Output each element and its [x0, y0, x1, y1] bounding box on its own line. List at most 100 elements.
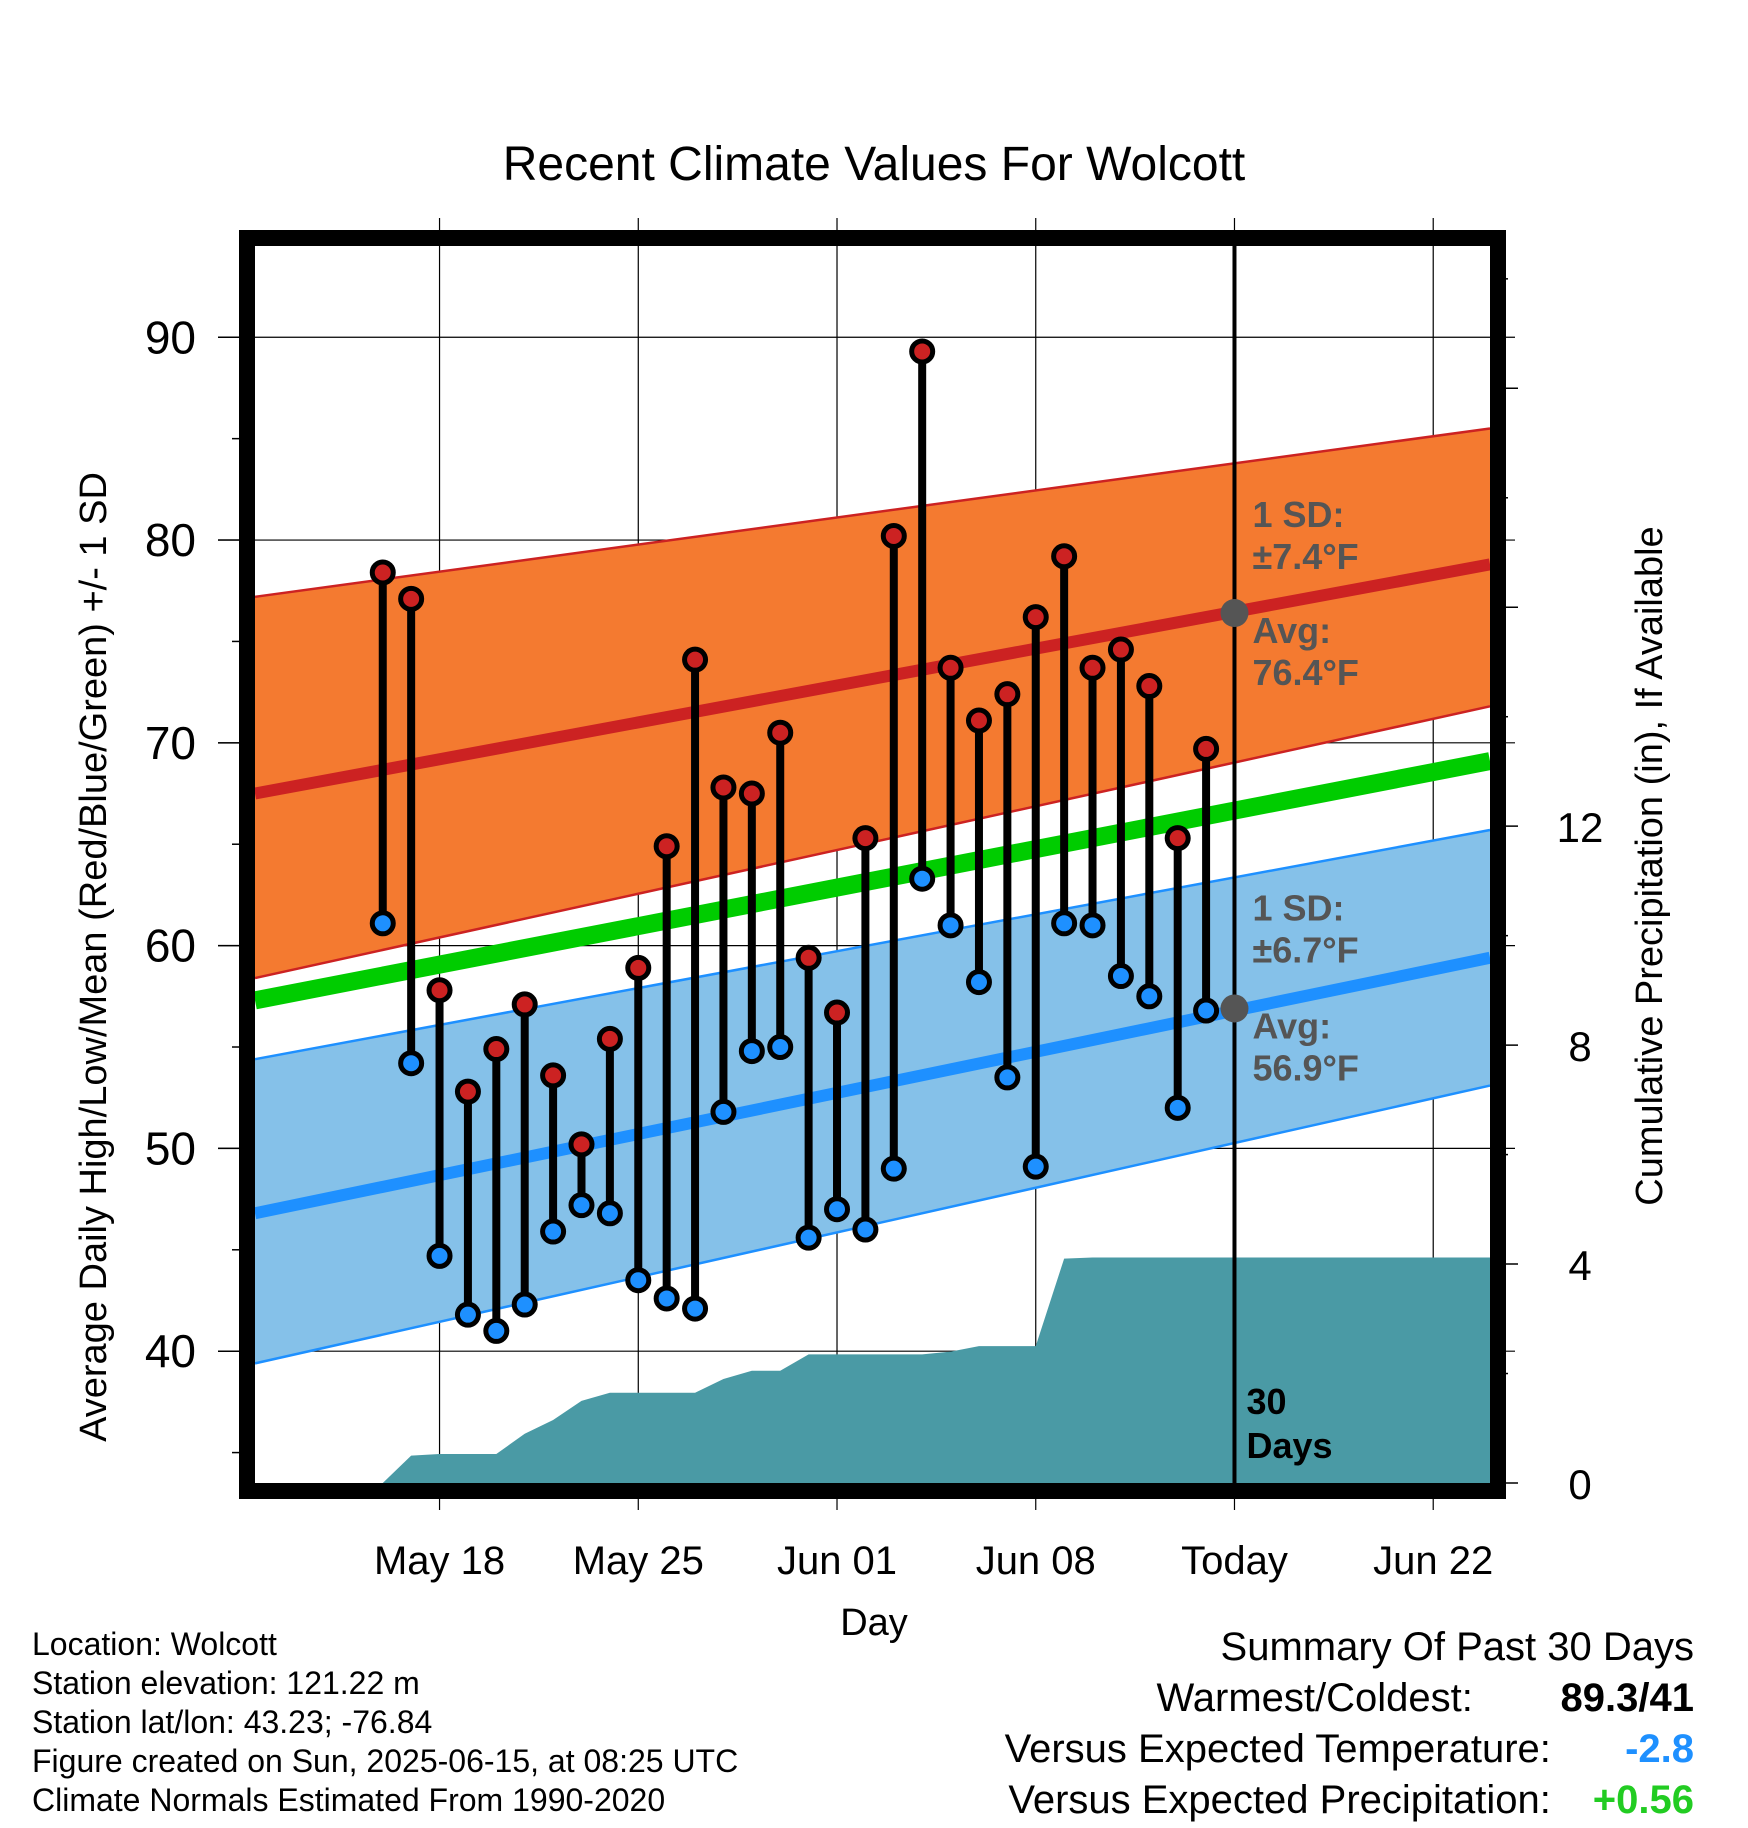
low-point	[1193, 997, 1220, 1024]
daily-points	[369, 338, 1220, 1344]
high-point	[767, 719, 794, 746]
y-tick-label: 80	[145, 514, 196, 566]
precipitation-area	[382, 1257, 1491, 1483]
period-number: 30	[1246, 1381, 1286, 1422]
daily-stems	[378, 351, 1211, 1331]
low-point	[511, 1291, 538, 1318]
plot-border	[239, 230, 1506, 1499]
y-tick-label: 50	[145, 1122, 196, 1174]
y2-tick-label: 0	[1568, 1461, 1591, 1508]
low-point	[710, 1098, 737, 1125]
low-point	[1079, 912, 1106, 939]
summary-precip-row: Versus Expected Precipitation: +0.56	[1005, 1775, 1694, 1826]
low-band-upper-edge	[254, 828, 1491, 1061]
low-point	[1164, 1094, 1191, 1121]
low-point	[568, 1192, 595, 1219]
high-point	[852, 825, 879, 852]
low-point	[369, 910, 396, 937]
low-point	[824, 1196, 851, 1223]
high-point	[1164, 825, 1191, 852]
low-avg-value: 56.9°F	[1252, 1047, 1358, 1088]
low-avg-label: Avg:	[1252, 1005, 1331, 1046]
info-location: Location: Wolcott	[32, 1626, 277, 1662]
low-sd-label: 1 SD:	[1252, 887, 1344, 928]
low-point	[540, 1218, 567, 1245]
mean-normal-line	[253, 752, 1492, 1010]
high-point	[710, 774, 737, 801]
low-sd-value: ±6.7°F	[1252, 929, 1358, 970]
summary-temp-label: Versus Expected Temperature:	[1004, 1727, 1551, 1771]
x-tick-label: Jun 22	[1373, 1539, 1493, 1583]
summary-title: Summary Of Past 30 Days	[1220, 1625, 1694, 1669]
today-low-avg-dot	[1220, 994, 1249, 1023]
low-point	[909, 865, 936, 892]
high-band-upper-edge	[254, 427, 1491, 599]
low-point	[483, 1317, 510, 1344]
info-latlon: Station lat/lon: 43.23; -76.84	[32, 1704, 433, 1740]
high-point	[824, 999, 851, 1026]
y2-tick-label: 4	[1568, 1242, 1591, 1289]
high-point	[682, 646, 709, 673]
high-point	[1107, 636, 1134, 663]
period-unit: Days	[1246, 1425, 1332, 1466]
high-point	[909, 338, 936, 365]
plot-frame	[239, 230, 1506, 1499]
high-sd-band	[255, 428, 1490, 979]
high-point	[369, 559, 396, 586]
high-point	[738, 780, 765, 807]
high-point	[596, 1025, 623, 1052]
y2-tick-label: 12	[1557, 804, 1604, 851]
high-point	[1022, 604, 1049, 631]
high-point	[540, 1062, 567, 1089]
y-tick-label: 40	[145, 1325, 196, 1377]
x-axis-label: Day	[840, 1602, 908, 1644]
low-point	[454, 1301, 481, 1328]
precip-area	[382, 1257, 1491, 1483]
x-tick-label: Jun 01	[777, 1539, 897, 1583]
summary-precip-value: +0.56	[1592, 1778, 1694, 1822]
y-axis-label: Average Daily High/Low/Mean (Red/Blue/Gr…	[73, 472, 115, 1442]
summary-precip-label: Versus Expected Precipitation:	[1008, 1778, 1551, 1822]
high-point	[568, 1131, 595, 1158]
high-sd-label: 1 SD:	[1252, 494, 1344, 535]
y-tick-label: 90	[145, 311, 196, 363]
high-point	[483, 1036, 510, 1063]
station-info: Location: Wolcott Station elevation: 121…	[32, 1625, 738, 1820]
low-point	[738, 1038, 765, 1065]
axes: 40 50 60 70 80 90 0 4 8 12 May 18 May 25 Jun 01 Jun 0…	[145, 278, 1604, 1583]
info-created: Figure created on Sun, 2025-06-15, at 08…	[32, 1743, 739, 1779]
high-point	[511, 991, 538, 1018]
x-tick-label: Today	[1181, 1539, 1288, 1583]
y2-axis-label: Cumulative Precipitation (in), If Availa…	[1629, 526, 1671, 1205]
low-point	[653, 1285, 680, 1312]
low-point	[1022, 1153, 1049, 1180]
low-point	[965, 969, 992, 996]
summary-panel: Summary Of Past 30 Days Warmest/Coldest:…	[1005, 1622, 1694, 1826]
high-point	[625, 954, 652, 981]
summary-temp-row: Versus Expected Temperature: -2.8	[1005, 1724, 1694, 1775]
low-point	[682, 1295, 709, 1322]
summary-warmest-value: 89.3/41	[1560, 1676, 1694, 1720]
low-point	[767, 1034, 794, 1061]
low-point	[1051, 910, 1078, 937]
low-normal-line	[253, 951, 1492, 1220]
high-avg-value: 76.4°F	[1252, 652, 1358, 693]
high-point	[965, 707, 992, 734]
low-point	[1107, 963, 1134, 990]
low-point	[625, 1267, 652, 1294]
high-point	[1193, 735, 1220, 762]
high-point	[1051, 543, 1078, 570]
high-point	[1136, 673, 1163, 700]
info-normals: Climate Normals Estimated From 1990-2020	[32, 1782, 666, 1818]
high-point	[426, 977, 453, 1004]
low-point	[880, 1155, 907, 1182]
high-point	[937, 654, 964, 681]
low-point	[994, 1064, 1021, 1091]
high-point	[1079, 654, 1106, 681]
high-point	[795, 944, 822, 971]
high-normal-line	[253, 558, 1492, 800]
high-point	[880, 522, 907, 549]
summary-temp-value: -2.8	[1625, 1727, 1694, 1771]
